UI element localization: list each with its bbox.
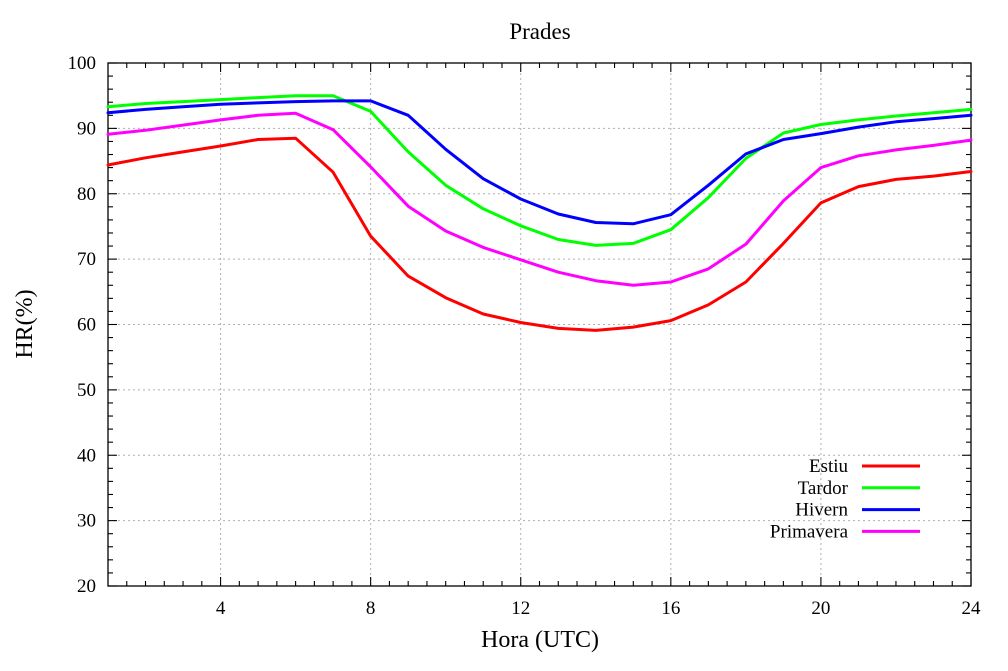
tick-labels: 20 30 40 50 60 70 80 90 100 4 8 12 16 20 24 [68, 53, 982, 619]
chart-title: Prades [509, 19, 570, 44]
legend-label-estiu: Estiu [809, 456, 849, 477]
y-tick-label: 20 [77, 576, 96, 597]
x-tick-label: 24 [962, 598, 982, 619]
y-tick-label: 60 [77, 315, 96, 336]
legend-label-primavera: Primavera [770, 521, 849, 542]
series-line-tardor [106, 94, 973, 247]
y-tick-label: 100 [68, 53, 97, 74]
y-tick-label: 80 [77, 184, 96, 205]
y-axis-label: HR(%) [12, 289, 38, 358]
legend-label-hivern: Hivern [795, 500, 848, 521]
x-tick-label: 12 [511, 598, 530, 619]
legend-label-tardor: Tardor [798, 478, 849, 499]
series-line-primavera [106, 111, 973, 287]
x-tick-label: 16 [661, 598, 680, 619]
series-lines [106, 94, 973, 332]
x-tick-label: 20 [811, 598, 830, 619]
series-line-hivern [106, 99, 973, 226]
x-tick-label: 4 [216, 598, 226, 619]
x-tick-label: 8 [366, 598, 376, 619]
y-tick-label: 50 [77, 380, 96, 401]
x-axis-label: Hora (UTC) [481, 627, 599, 653]
axis-ticks [108, 62, 972, 587]
y-tick-label: 90 [77, 118, 96, 139]
y-tick-label: 70 [77, 249, 96, 270]
y-tick-label: 40 [77, 445, 96, 466]
series-line-estiu [106, 136, 973, 332]
y-tick-label: 30 [77, 511, 96, 532]
